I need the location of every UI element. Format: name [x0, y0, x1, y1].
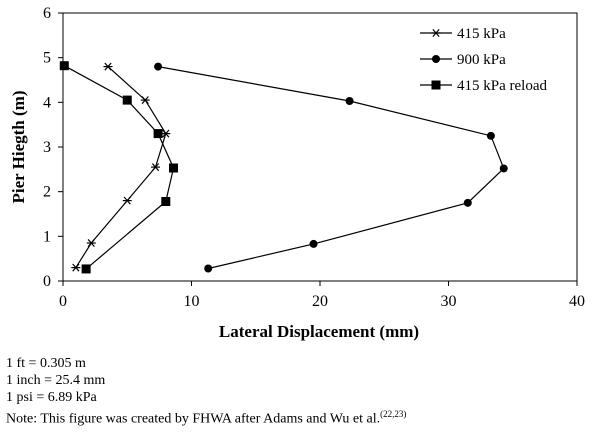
- data-point: [153, 129, 163, 139]
- star-stroke: [141, 96, 149, 105]
- series-square: [59, 61, 179, 274]
- x-tick-label: 20: [312, 293, 328, 310]
- y-tick-label: 3: [43, 139, 51, 156]
- data-point: [122, 196, 132, 205]
- x-tick-label: 0: [59, 293, 67, 310]
- legend-marker: [431, 80, 441, 90]
- data-point: [169, 163, 179, 173]
- data-point: [59, 61, 69, 71]
- data-point: [103, 62, 113, 71]
- note-ft-conversion: 1 ft = 0.305 m: [6, 356, 86, 371]
- data-point: [154, 62, 163, 71]
- data-point: [81, 264, 91, 274]
- star-stroke: [104, 62, 112, 71]
- note-inch-conversion: 1 inch = 25.4 mm: [6, 373, 106, 388]
- data-point: [151, 163, 161, 172]
- note-source: Note: This figure was created by FHWA af…: [6, 406, 406, 428]
- x-tick-label: 10: [184, 293, 200, 310]
- legend-marker: [431, 29, 441, 37]
- y-tick-label: 5: [43, 50, 51, 67]
- series-circle: [154, 62, 508, 273]
- data-point: [345, 96, 354, 105]
- legend-marker: [432, 55, 440, 63]
- legend: 415 kPa 900 kPa 415 kPa reload: [420, 26, 547, 94]
- y-axis-label: Pier Hiegth (m): [9, 91, 28, 204]
- y-tick-label: 4: [43, 94, 51, 111]
- y-tick-label: 1: [43, 228, 51, 245]
- data-point: [140, 96, 150, 105]
- figure-notes: 1 ft = 0.305 m 1 inch = 25.4 mm 1 psi = …: [6, 355, 406, 428]
- pier-displacement-chart: 0 10 20 30 40 0 1 2 3 4 5 6 415 kPa 900 kPa 415 kPa r…: [9, 5, 585, 341]
- data-point: [309, 239, 318, 248]
- legend-label: 900 kPa: [457, 52, 506, 68]
- series-star: [71, 62, 171, 272]
- star-stroke: [432, 29, 440, 37]
- data-point: [161, 196, 171, 206]
- star-stroke: [72, 263, 80, 272]
- legend-entry: 900 kPa: [420, 52, 506, 68]
- data-point: [486, 131, 495, 140]
- note-psi-conversion: 1 psi = 6.89 kPa: [6, 390, 97, 405]
- data-point: [122, 95, 132, 105]
- series-line: [157, 66, 505, 270]
- star-stroke: [87, 239, 95, 248]
- note-source-text: Note: This figure was created by FHWA af…: [6, 411, 381, 427]
- data-point: [204, 264, 213, 273]
- star-stroke: [151, 163, 160, 172]
- y-tick-label: 0: [43, 273, 51, 290]
- y-tick-label: 6: [43, 5, 51, 22]
- star-stroke: [162, 129, 170, 138]
- x-tick-label: 30: [441, 293, 457, 310]
- data-point: [86, 239, 96, 248]
- data-point: [499, 164, 508, 173]
- ticks: 0 10 20 30 40 0 1 2 3 4 5 6: [43, 5, 585, 310]
- legend-entry: 415 kPa reload: [420, 78, 547, 94]
- legend-label: 415 kPa: [457, 26, 506, 42]
- x-axis-label: Lateral Displacement (mm): [219, 322, 419, 341]
- legend-label: 415 kPa reload: [457, 78, 547, 94]
- star-stroke: [123, 196, 131, 205]
- series-group: [59, 61, 508, 274]
- y-tick-label: 2: [43, 184, 51, 201]
- legend-entry: 415 kPa: [420, 26, 506, 42]
- note-source-refs: (22,23): [380, 409, 407, 419]
- data-point: [463, 198, 472, 207]
- x-tick-label: 40: [569, 293, 585, 310]
- series-line: [63, 65, 175, 270]
- data-point: [161, 129, 171, 138]
- data-point: [71, 263, 81, 272]
